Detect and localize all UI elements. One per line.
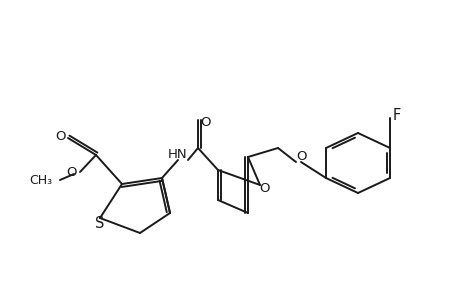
- Text: O: O: [259, 182, 270, 196]
- Text: F: F: [392, 109, 400, 124]
- Text: O: O: [67, 167, 77, 179]
- Text: O: O: [296, 151, 307, 164]
- Text: S: S: [95, 217, 105, 232]
- Text: O: O: [200, 116, 211, 128]
- Text: CH₃: CH₃: [29, 175, 52, 188]
- Text: O: O: [56, 130, 66, 142]
- Text: HN: HN: [168, 148, 187, 160]
